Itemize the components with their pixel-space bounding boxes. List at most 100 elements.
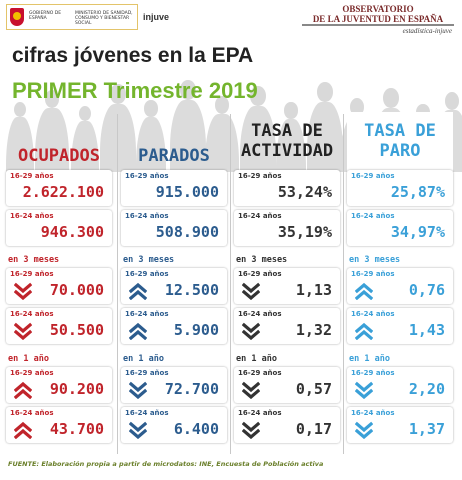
- age-group-label: 16-24 años: [238, 409, 282, 417]
- indicator-value: 1,37: [408, 420, 445, 438]
- period-label: en 3 meses: [8, 255, 60, 265]
- double-chevron-down-icon: [241, 322, 261, 341]
- age-group-label: 16-29 años: [10, 270, 54, 278]
- observatory-subtitle: estadística-injuve: [402, 27, 452, 35]
- double-chevron-up-icon: [13, 421, 33, 440]
- value-card: 16-29 años 0,57: [234, 367, 340, 403]
- double-chevron-down-icon: [354, 381, 374, 400]
- indicator-value: 508.900: [155, 223, 219, 241]
- value-card: 16-24 años 1,32: [234, 308, 340, 344]
- indicator-value: 12.500: [164, 281, 219, 299]
- silhouette-head: [444, 92, 460, 110]
- column-divider: [230, 114, 231, 454]
- silhouette-head: [180, 80, 196, 100]
- indicator-value: 43.700: [49, 420, 104, 438]
- double-chevron-down-icon: [241, 282, 261, 301]
- silhouette-head: [250, 86, 266, 106]
- silhouette-head: [144, 100, 158, 117]
- age-group-label: 16-24 años: [351, 212, 395, 220]
- silhouette-head: [44, 90, 60, 108]
- column-title-line2: PARO: [379, 141, 421, 161]
- value-card: 16-29 años 72.700: [121, 367, 227, 403]
- column-title: TASA DE ACTIVIDAD: [234, 112, 340, 170]
- age-group-label: 16-29 años: [10, 172, 54, 180]
- silhouette-head: [317, 82, 333, 102]
- indicator-value: 53,24%: [277, 183, 332, 201]
- indicator-value: 70.000: [49, 281, 104, 299]
- column-title: TASA DE PARO: [347, 112, 453, 170]
- indicator-value: 2,20: [408, 380, 445, 398]
- age-group-label: 16-24 años: [10, 310, 54, 318]
- value-card: 16-24 años 5.900: [121, 308, 227, 344]
- government-logo: GOBIERNO DE ESPAÑA MINISTERIO DE SANIDAD…: [6, 4, 138, 30]
- government-text: GOBIERNO DE ESPAÑA: [29, 11, 62, 21]
- indicator-value: 0,57: [295, 380, 332, 398]
- age-group-label: 16-24 años: [351, 310, 395, 318]
- age-group-label: 16-24 años: [238, 212, 282, 220]
- period-label: en 1 año: [123, 354, 164, 364]
- indicator-value: 2.622.100: [22, 183, 104, 201]
- age-group-label: 16-24 años: [125, 310, 169, 318]
- injuve-logo: injuve: [143, 12, 170, 22]
- age-group-label: 16-29 años: [238, 172, 282, 180]
- period-label: en 3 meses: [236, 255, 288, 265]
- value-card: 16-24 años 50.500: [6, 308, 112, 344]
- value-card: 16-29 años 90.200: [6, 367, 112, 403]
- silhouette-body: [205, 114, 239, 172]
- double-chevron-down-icon: [354, 421, 374, 440]
- double-chevron-down-icon: [128, 421, 148, 440]
- silhouette-head: [349, 98, 365, 116]
- age-group-label: 16-29 años: [10, 369, 54, 377]
- indicator-value: 1,32: [295, 321, 332, 339]
- silhouette-body: [169, 99, 207, 172]
- value-card: 16-29 años 25,87%: [347, 170, 453, 206]
- value-card: 16-29 años 1,13: [234, 268, 340, 304]
- column-title: PARADOS: [121, 112, 227, 170]
- indicator-value: 946.300: [40, 223, 104, 241]
- value-card: 16-29 años 12.500: [121, 268, 227, 304]
- column-title-text: PARADOS: [138, 146, 210, 166]
- period-label: en 1 año: [349, 354, 390, 364]
- period-label: en 3 meses: [123, 255, 175, 265]
- value-card: 16-24 años 0,17: [234, 407, 340, 443]
- column-0: OCUPADOS 16-29 años 2.622.100 16-24 años 946…: [6, 112, 112, 452]
- column-3: TASA DE PARO 16-29 años 25,87% 16-24 años 34,…: [347, 112, 453, 452]
- value-card: 16-24 años 1,43: [347, 308, 453, 344]
- age-group-label: 16-24 años: [125, 409, 169, 417]
- silhouette-body: [239, 105, 277, 172]
- observatory-divider: [302, 24, 454, 26]
- column-divider: [117, 114, 118, 454]
- silhouette-head: [14, 102, 26, 117]
- observatory-line2: DE LA JUVENTUD EN ESPAÑA: [312, 14, 444, 24]
- value-card: 16-29 años 0,76: [347, 268, 453, 304]
- period-label: en 1 año: [236, 354, 277, 364]
- indicator-value: 6.400: [173, 420, 219, 438]
- double-chevron-down-icon: [241, 421, 261, 440]
- period-label: en 1 año: [8, 354, 49, 364]
- silhouette-head: [79, 106, 91, 121]
- column-title-line1: TASA DE: [364, 121, 436, 141]
- indicator-value: 1,13: [295, 281, 332, 299]
- age-group-label: 16-29 años: [238, 369, 282, 377]
- value-card: 16-24 años 508.900: [121, 210, 227, 246]
- value-card: 16-24 años 946.300: [6, 210, 112, 246]
- value-card: 16-24 años 35,19%: [234, 210, 340, 246]
- value-card: 16-24 años 1,37: [347, 407, 453, 443]
- age-group-label: 16-29 años: [125, 172, 169, 180]
- column-title-text: OCUPADOS: [18, 146, 100, 166]
- silhouette-body: [306, 101, 344, 172]
- value-card: 16-29 años 53,24%: [234, 170, 340, 206]
- value-card: 16-24 años 34,97%: [347, 210, 453, 246]
- header: GOBIERNO DE ESPAÑA MINISTERIO DE SANIDAD…: [0, 0, 462, 36]
- double-chevron-up-icon: [354, 322, 374, 341]
- column-divider: [343, 114, 344, 454]
- age-group-label: 16-24 años: [10, 212, 54, 220]
- value-card: 16-29 años 2,20: [347, 367, 453, 403]
- observatory-line1: OBSERVATORIO: [342, 4, 414, 14]
- double-chevron-down-icon: [13, 282, 33, 301]
- silhouette-head: [214, 96, 230, 114]
- indicator-value: 25,87%: [390, 183, 445, 201]
- observatory-title: OBSERVATORIO DE LA JUVENTUD EN ESPAÑA: [302, 4, 454, 24]
- silhouette-body: [6, 117, 34, 172]
- silhouette-head: [110, 84, 126, 104]
